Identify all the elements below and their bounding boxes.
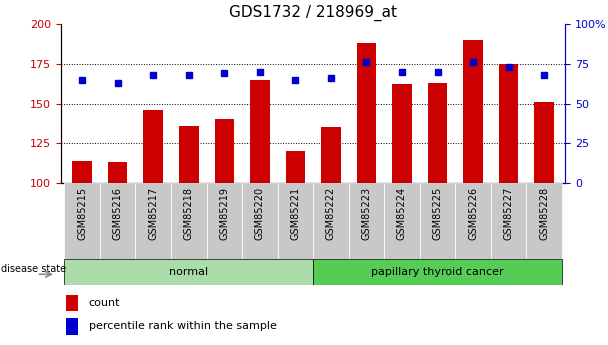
Bar	[463, 40, 483, 183]
Text: GSM85222: GSM85222	[326, 187, 336, 240]
Bar	[348, 183, 384, 259]
Bar	[420, 183, 455, 259]
Bar	[215, 119, 234, 183]
Bar	[534, 102, 554, 183]
Text: GSM85218: GSM85218	[184, 187, 194, 240]
Text: GSM85227: GSM85227	[503, 187, 514, 240]
Bar	[100, 183, 136, 259]
Bar	[278, 183, 313, 259]
Text: papillary thyroid cancer: papillary thyroid cancer	[371, 267, 504, 277]
Bar	[392, 85, 412, 183]
Bar	[491, 183, 527, 259]
Text: GSM85224: GSM85224	[397, 187, 407, 240]
Title: GDS1732 / 218969_at: GDS1732 / 218969_at	[229, 5, 397, 21]
Bar	[455, 183, 491, 259]
Bar	[207, 183, 242, 259]
Bar	[313, 183, 348, 259]
Bar	[321, 127, 340, 183]
Text: GSM85215: GSM85215	[77, 187, 87, 240]
Bar	[250, 80, 269, 183]
Bar	[384, 183, 420, 259]
Text: GSM85225: GSM85225	[432, 187, 443, 240]
Bar	[66, 295, 78, 311]
Bar	[313, 259, 562, 285]
Bar	[527, 183, 562, 259]
Text: normal: normal	[169, 267, 209, 277]
Text: percentile rank within the sample: percentile rank within the sample	[89, 322, 277, 331]
Bar	[64, 259, 313, 285]
Text: GSM85217: GSM85217	[148, 187, 158, 240]
Text: GSM85219: GSM85219	[219, 187, 229, 240]
Text: GSM85226: GSM85226	[468, 187, 478, 240]
Bar	[143, 110, 163, 183]
Bar	[428, 83, 447, 183]
Bar	[286, 151, 305, 183]
Text: count: count	[89, 298, 120, 308]
Text: GSM85223: GSM85223	[361, 187, 371, 240]
Text: disease state: disease state	[1, 264, 66, 274]
Bar	[171, 183, 207, 259]
Bar	[136, 183, 171, 259]
Text: GSM85221: GSM85221	[291, 187, 300, 240]
Bar	[66, 318, 78, 335]
Text: GSM85216: GSM85216	[112, 187, 123, 240]
Bar	[179, 126, 198, 183]
Bar	[357, 43, 376, 183]
Bar	[64, 183, 100, 259]
Bar	[242, 183, 278, 259]
Bar	[108, 162, 128, 183]
Text: GSM85228: GSM85228	[539, 187, 549, 240]
Text: GSM85220: GSM85220	[255, 187, 265, 240]
Bar	[72, 161, 92, 183]
Bar	[499, 64, 519, 183]
